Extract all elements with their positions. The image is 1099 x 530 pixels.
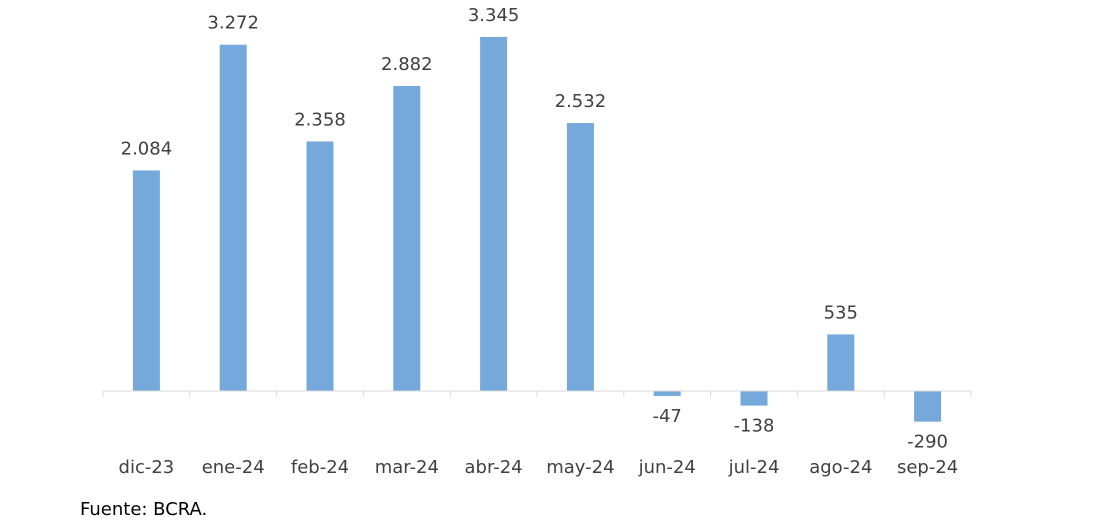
source-note: Fuente: BCRA. (80, 499, 207, 520)
x-tick-label: ene-24 (202, 457, 265, 478)
bar (132, 170, 160, 391)
bar (653, 391, 681, 396)
bar (393, 85, 421, 392)
x-tick-label: mar-24 (375, 457, 439, 478)
bar (480, 37, 508, 391)
data-label: 3.272 (207, 13, 259, 34)
bar (566, 123, 594, 391)
data-label: 2.882 (381, 54, 433, 75)
x-tick-label: dic-23 (119, 457, 175, 478)
data-label: 2.084 (121, 138, 173, 159)
bar (306, 141, 334, 391)
bar (914, 391, 942, 422)
data-label: 2.358 (294, 109, 346, 130)
data-label: 2.532 (555, 91, 607, 112)
bar (740, 391, 768, 406)
data-label: -47 (652, 406, 681, 427)
bar (827, 334, 855, 391)
bar (219, 44, 247, 392)
data-label: -138 (734, 416, 775, 437)
x-tick-label: sep-24 (897, 457, 958, 478)
x-tick-label: jun-24 (638, 457, 696, 478)
data-label: 535 (824, 302, 858, 323)
x-tick-label: feb-24 (291, 457, 349, 478)
x-tick-label: abr-24 (465, 457, 523, 478)
x-tick-label: may-24 (546, 457, 614, 478)
x-tick-label: jul-24 (728, 457, 780, 478)
x-tick-label: ago-24 (809, 457, 872, 478)
data-label: -290 (907, 432, 948, 453)
data-label: 3.345 (468, 5, 520, 26)
